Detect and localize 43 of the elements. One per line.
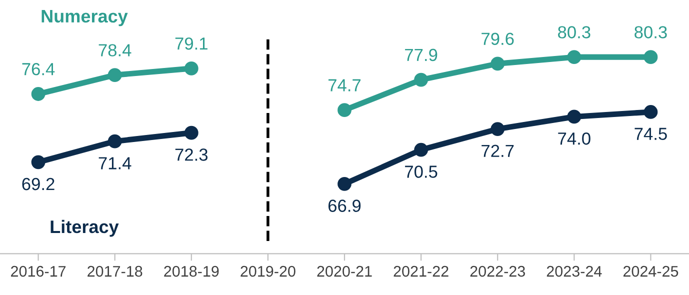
point — [31, 87, 46, 101]
point — [184, 126, 198, 140]
point — [644, 105, 658, 119]
point — [108, 134, 122, 148]
text: Numeracy — [42, 10, 128, 26]
x-tick-label: 2017-18 — [88, 266, 142, 277]
x-tick-label: 2020-21 — [317, 266, 372, 277]
point — [184, 61, 198, 76]
point — [490, 56, 505, 71]
x-tick-label: 2021-22 — [394, 266, 448, 277]
data-label: 80.3 — [558, 26, 590, 38]
data-label: 69.2 — [22, 178, 54, 190]
data-label: 79.6 — [482, 32, 514, 45]
point — [338, 103, 352, 118]
point — [490, 122, 505, 136]
data-label: 76.4 — [22, 63, 55, 76]
data-label: 77.9 — [405, 48, 438, 62]
point — [108, 68, 122, 82]
data-label: 71.4 — [98, 157, 132, 170]
x-tick-label: 2019-20 — [240, 266, 296, 277]
point — [414, 72, 428, 87]
data-label: 80.3 — [634, 26, 667, 38]
point — [644, 50, 658, 64]
x-tick-label: 2023-24 — [546, 266, 602, 277]
data-label: 74.5 — [634, 128, 667, 140]
point — [567, 50, 582, 64]
data-label: 72.7 — [482, 144, 514, 157]
point — [31, 155, 46, 170]
x-tick-label: 2016-17 — [11, 266, 66, 277]
data-label: 72.3 — [175, 148, 208, 161]
data-label: 74.7 — [328, 79, 361, 92]
point — [414, 142, 428, 157]
point — [567, 110, 582, 124]
text: Literacy — [50, 220, 119, 237]
data-label: 79.1 — [175, 37, 208, 50]
x-tick-label: 2018-19 — [164, 266, 219, 277]
data-label: 78.4 — [98, 44, 132, 56]
x-tick-label: 2024-25 — [623, 266, 678, 277]
x-tick-label: 2022-23 — [470, 266, 525, 277]
data-label: 74.0 — [558, 132, 590, 145]
data-label: 66.9 — [328, 200, 361, 212]
point — [338, 176, 352, 191]
data-label: 70.5 — [405, 166, 438, 178]
